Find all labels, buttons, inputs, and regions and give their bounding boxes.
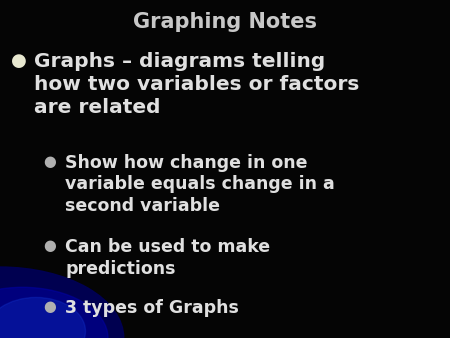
Text: 3 types of Graphs: 3 types of Graphs [65, 299, 239, 317]
Ellipse shape [0, 287, 108, 338]
Text: Can be used to make
predictions: Can be used to make predictions [65, 238, 270, 278]
Text: ●: ● [43, 238, 56, 253]
Text: ●: ● [43, 299, 56, 314]
Text: Show how change in one
variable equals change in a
second variable: Show how change in one variable equals c… [65, 154, 335, 215]
Text: ●: ● [43, 154, 56, 169]
Ellipse shape [0, 297, 86, 338]
Ellipse shape [0, 267, 124, 338]
Text: Graphing Notes: Graphing Notes [133, 12, 317, 32]
Text: ●: ● [11, 52, 27, 70]
Text: Graphs – diagrams telling
how two variables or factors
are related: Graphs – diagrams telling how two variab… [34, 52, 359, 117]
